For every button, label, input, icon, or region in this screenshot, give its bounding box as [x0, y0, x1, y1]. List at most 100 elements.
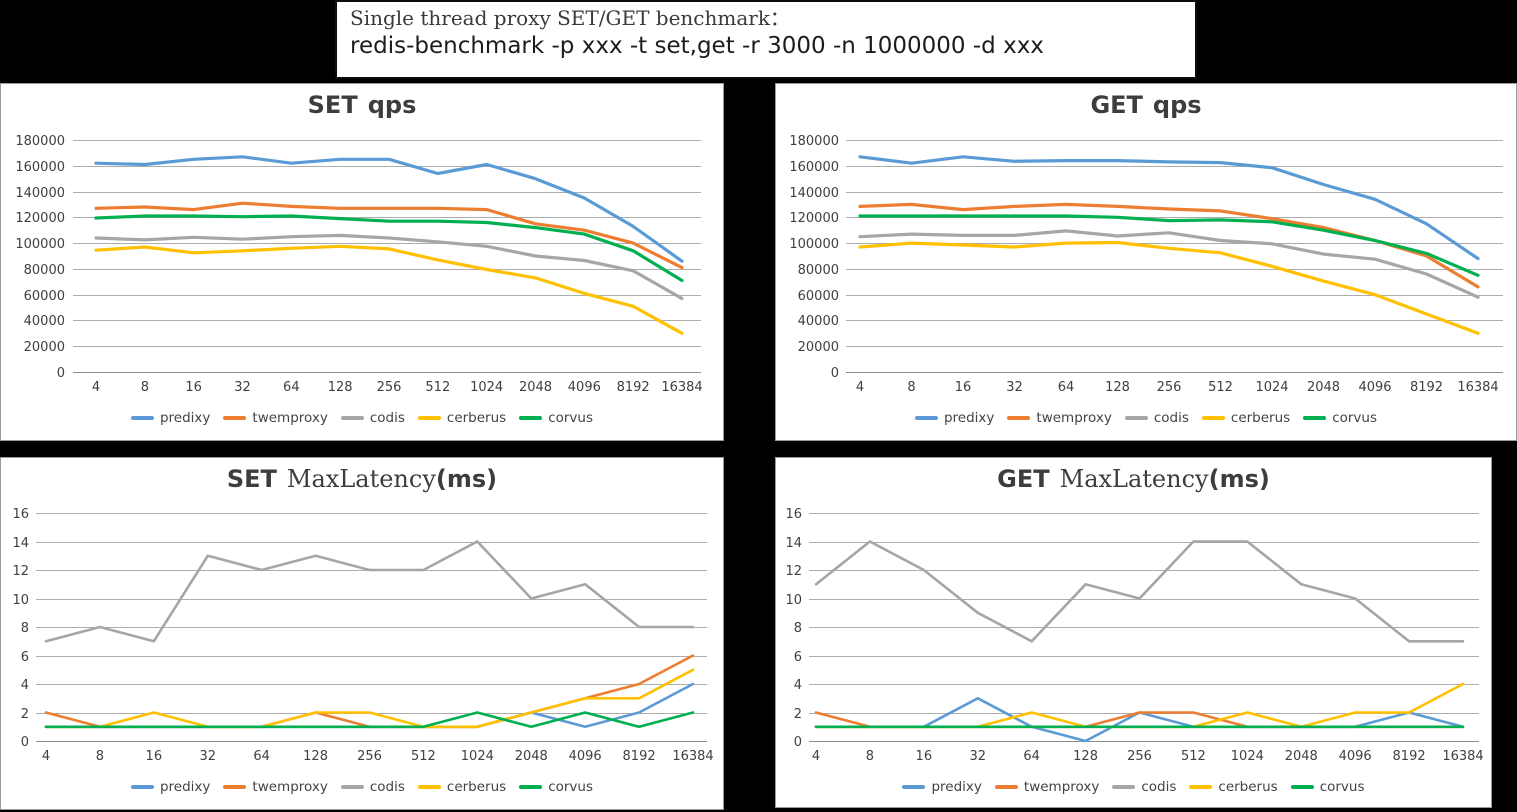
x-axis-tick-label: 8192 — [1393, 749, 1426, 764]
legend-label: corvus — [548, 779, 594, 795]
x-axis-tick-label: 4096 — [1358, 380, 1391, 395]
get-qps-plot: 0 20000 40000 60000 80000 100000 120000 140000 1… — [789, 134, 1503, 395]
x-axis-tick-label: 4096 — [569, 749, 602, 764]
chart-title-mid: MaxLatency — [286, 465, 436, 493]
series-line-corvus — [44, 711, 695, 729]
chart-panel-set-maxlatency: 0 2 4 6 8 10 12 14 16 4 8 16 32 64 128 256 512 1024 2048 40… — [0, 457, 724, 810]
chart-legend: predixy twemproxy codis cerberus corvus — [1, 410, 723, 426]
legend-label: cerberus — [1218, 779, 1278, 795]
y-axis-tick-label: 60000 — [798, 289, 839, 304]
x-axis-tick-label: 16 — [146, 749, 163, 764]
x-axis-tick-label: 64 — [253, 749, 270, 764]
y-axis-tick-label: 10 — [12, 593, 29, 608]
x-axis-tick-label: 8 — [907, 380, 915, 395]
chart-legend: predixy twemproxy codis cerberus corvus — [776, 779, 1491, 795]
legend-swatch-predixy — [914, 416, 938, 420]
legend-swatch-codis — [1124, 416, 1148, 420]
legend-item-codis: codis — [1112, 779, 1176, 795]
legend-item-corvus: corvus — [1303, 410, 1377, 426]
legend-item-predixy: predixy — [902, 779, 982, 795]
legend-label: twemproxy — [1023, 779, 1100, 795]
legend-item-corvus: corvus — [1290, 779, 1365, 795]
legend-swatch-codis — [1112, 785, 1136, 789]
series-line-predixy — [44, 682, 695, 729]
y-axis-tick-label: 0 — [794, 735, 802, 750]
x-axis-tick-label: 16384 — [1457, 380, 1498, 395]
x-axis-tick-label: 8192 — [1410, 380, 1443, 395]
x-axis-tick-label: 4096 — [1339, 749, 1372, 764]
get-maxlatency-title: GET MaxLatency (ms) — [776, 465, 1491, 493]
x-axis-tick-label: 2048 — [1285, 749, 1318, 764]
x-axis-tick-label: 2048 — [515, 749, 548, 764]
x-axis-tick-label: 32 — [199, 749, 216, 764]
y-axis-tick-label: 100000 — [789, 237, 839, 252]
legend-label: twemproxy — [1036, 410, 1112, 426]
x-axis-tick-label: 32 — [234, 380, 251, 395]
y-axis-tick-label: 0 — [21, 735, 29, 750]
x-axis-tick-label: 512 — [411, 749, 436, 764]
benchmark-title-box: Single thread proxy SET/GET benchmark： r… — [335, 0, 1197, 79]
y-axis-tick-label: 0 — [831, 366, 839, 381]
y-axis-tick-label: 140000 — [789, 186, 839, 201]
x-axis-tick-label: 16384 — [672, 749, 713, 764]
series-line-codis — [44, 540, 695, 643]
legend-swatch-codis — [340, 785, 364, 789]
x-axis-tick-label: 1024 — [470, 380, 503, 395]
legend-swatch-cerberus — [1201, 416, 1225, 420]
y-axis-tick-label: 20000 — [24, 340, 65, 355]
legend-item-predixy: predixy — [130, 779, 210, 795]
y-axis-tick-label: 16 — [785, 507, 802, 522]
y-axis-tick-label: 2 — [21, 707, 29, 722]
series-line-cerberus — [858, 240, 1480, 335]
series-line-codis — [94, 233, 684, 301]
legend-label: codis — [369, 779, 405, 795]
legend-item-codis: codis — [1124, 410, 1189, 426]
benchmark-title-line1: Single thread proxy SET/GET benchmark： — [350, 6, 790, 30]
chart-title-suffix: qps — [367, 91, 417, 119]
y-axis-tick-label: 6 — [21, 650, 29, 665]
x-axis-tick-label: 512 — [425, 380, 450, 395]
legend-label: corvus — [1319, 779, 1365, 795]
chart-legend: predixy twemproxy codis cerberus corvus — [776, 410, 1516, 426]
series-line-predixy — [94, 155, 684, 263]
x-axis-tick-label: 1024 — [1255, 380, 1288, 395]
get-qps-title: GET qps — [776, 91, 1516, 119]
legend-item-cerberus: cerberus — [1189, 779, 1278, 795]
x-axis-tick-label: 128 — [1105, 380, 1130, 395]
legend-swatch-predixy — [130, 416, 154, 420]
set-qps-plot: 0 20000 40000 60000 80000 100000 120000 140000 1… — [15, 134, 702, 395]
chart-panel-set-qps: 0 20000 40000 60000 80000 100000 120000 140000 1… — [0, 83, 724, 441]
chart-legend: predixy twemproxy codis cerberus corvus — [1, 779, 723, 795]
x-axis-tick-label: 128 — [1073, 749, 1098, 764]
series-line-twemproxy — [94, 201, 684, 270]
legend-label: predixy — [931, 779, 982, 795]
y-axis-tick-label: 4 — [794, 678, 802, 693]
chart-title-suffix: qps — [1152, 91, 1202, 119]
x-axis-tick-label: 256 — [1127, 749, 1152, 764]
legend-swatch-corvus — [1290, 785, 1314, 789]
set-qps-title: SET qps — [1, 91, 723, 119]
y-axis-tick-label: 180000 — [15, 134, 65, 149]
legend-label: codis — [1153, 410, 1189, 426]
series-line-corvus — [94, 214, 684, 283]
get-maxlatency-plot: 0 2 4 6 8 10 12 14 16 4 8 16 32 64 128 256 512 1024 2048 40… — [785, 507, 1483, 764]
y-axis-tick-label: 14 — [785, 536, 802, 551]
y-axis-tick-label: 100000 — [15, 237, 65, 252]
x-axis-tick-label: 256 — [377, 380, 402, 395]
x-axis-tick-label: 4 — [856, 380, 864, 395]
legend-label: twemproxy — [252, 410, 328, 426]
set-maxlatency-plot: 0 2 4 6 8 10 12 14 16 4 8 16 32 64 128 256 512 1024 2048 40… — [12, 507, 713, 764]
x-axis-tick-label: 1024 — [1231, 749, 1264, 764]
legend-label: cerberus — [446, 779, 507, 795]
x-axis-tick-label: 16 — [955, 380, 972, 395]
series-line-corvus — [858, 214, 1480, 277]
y-axis-tick-label: 12 — [785, 564, 802, 579]
chart-title-suffix: (ms) — [435, 465, 498, 493]
legend-item-codis: codis — [340, 779, 405, 795]
legend-label: predixy — [159, 410, 211, 426]
legend-item-cerberus: cerberus — [417, 779, 507, 795]
chart-title-suffix: (ms) — [1208, 465, 1270, 493]
legend-item-cerberus: cerberus — [1201, 410, 1290, 426]
x-axis-tick-label: 128 — [303, 749, 328, 764]
